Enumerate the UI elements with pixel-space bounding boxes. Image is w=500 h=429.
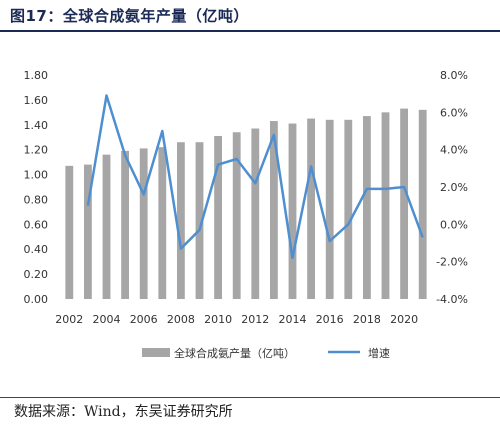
right-tick-label: 0.0%: [440, 218, 468, 231]
right-axis: -4.0% -2.0% 0.0% 2.0% 4.0% 6.0% 8.0%: [436, 69, 468, 306]
left-tick-label: 0.40: [24, 243, 49, 256]
bar: [269, 121, 278, 300]
left-tick-label: 0.80: [24, 193, 49, 206]
bar-series: [65, 108, 427, 300]
bar: [381, 112, 390, 299]
bar: [176, 142, 185, 299]
bar: [214, 135, 223, 299]
bar: [344, 119, 353, 299]
right-tick-label: 8.0%: [440, 69, 468, 82]
bar: [121, 150, 130, 299]
bar: [158, 147, 167, 299]
x-tick-label: 2008: [167, 313, 195, 326]
bar: [251, 128, 260, 299]
chart: 0.00 0.20 0.40 0.60 0.80 1.00 1.20 1.40 1.60 1.80…: [24, 69, 469, 360]
bar: [325, 119, 334, 299]
x-tick-label: 2010: [204, 313, 232, 326]
legend: 全球合成氨产量（亿吨） 增速: [142, 346, 390, 360]
source-note: 数据来源：Wind，东吴证券研究所: [14, 404, 233, 420]
bar: [102, 154, 111, 299]
chart-title: 图17：全球合成氨年产量（亿吨）: [10, 7, 249, 25]
left-tick-label: 1.40: [24, 119, 49, 132]
x-tick-label: 2016: [316, 313, 344, 326]
line-series: [86, 94, 424, 260]
bar: [83, 164, 92, 299]
left-tick-label: 0.60: [24, 218, 49, 231]
left-tick-label: 1.00: [24, 169, 49, 182]
right-tick-label: 2.0%: [440, 181, 468, 194]
bar: [307, 118, 316, 299]
right-tick-label: -2.0%: [436, 256, 468, 269]
legend-swatch-bar: [142, 348, 170, 357]
left-tick-label: 1.80: [24, 69, 49, 82]
x-tick-label: 2012: [241, 313, 269, 326]
bar: [362, 116, 371, 299]
legend-label-line: 增速: [368, 346, 390, 360]
right-tick-label: 6.0%: [440, 106, 468, 119]
left-tick-label: 0.00: [24, 293, 49, 306]
title-divider: [0, 30, 500, 32]
right-tick-label: -4.0%: [436, 293, 468, 306]
bar: [195, 142, 204, 299]
left-tick-label: 1.20: [24, 144, 49, 157]
legend-label-bar: 全球合成氨产量（亿吨）: [174, 346, 295, 360]
left-tick-label: 1.60: [24, 94, 49, 107]
x-tick-label: 2020: [390, 313, 418, 326]
x-tick-label: 2006: [130, 313, 158, 326]
bar: [418, 109, 427, 299]
x-tick-label: 2018: [353, 313, 381, 326]
bar: [288, 123, 297, 300]
right-tick-label: 4.0%: [440, 144, 468, 157]
source-divider: [0, 397, 500, 398]
x-tick-label: 2004: [93, 313, 121, 326]
x-axis: 2002 2004 2006 2008 2010 2012 2014 2016 2018 2020: [55, 313, 418, 326]
left-axis: 0.00 0.20 0.40 0.60 0.80 1.00 1.20 1.40 1.60 1.80: [24, 69, 49, 306]
left-tick-label: 0.20: [24, 268, 49, 281]
bar: [139, 148, 148, 299]
growth-line: [86, 94, 424, 260]
bar: [65, 165, 74, 299]
x-tick-label: 2014: [279, 313, 307, 326]
bar: [232, 132, 241, 299]
bar: [400, 108, 409, 299]
x-tick-label: 2002: [55, 313, 83, 326]
